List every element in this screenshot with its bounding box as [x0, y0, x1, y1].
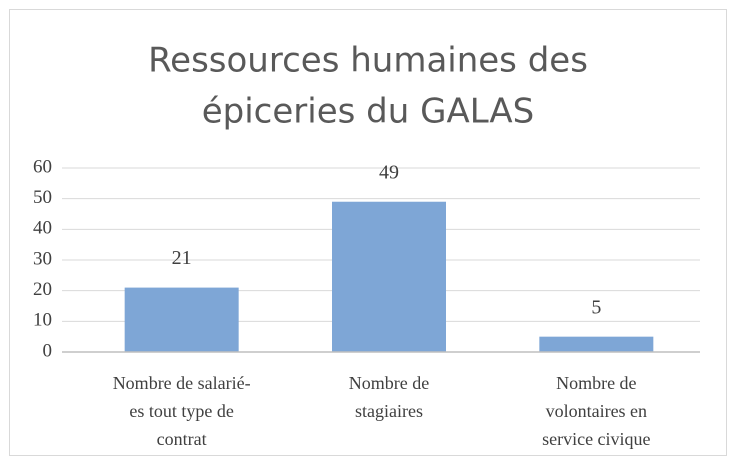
x-tick-label: Nombre de salarié-	[113, 373, 251, 393]
x-tick-label: contrat	[157, 429, 207, 449]
y-tick-label: 40	[33, 218, 52, 239]
y-tick-label: 20	[33, 279, 52, 300]
bar	[332, 201, 446, 352]
chart-title: épiceries du GALAS	[202, 92, 535, 132]
y-tick-label: 50	[33, 187, 52, 208]
bar	[539, 336, 654, 352]
data-label: 49	[379, 161, 399, 183]
y-tick-label: 10	[33, 310, 52, 331]
x-tick-label: es tout type de	[129, 401, 233, 421]
bar	[124, 287, 239, 352]
y-tick-label: 60	[33, 156, 52, 177]
y-tick-label: 30	[33, 248, 52, 269]
x-tick-label: volontaires en	[546, 401, 647, 421]
x-tick-label: Nombre de	[349, 373, 429, 393]
x-tick-label: service civique	[542, 429, 650, 449]
data-label: 21	[172, 247, 192, 269]
data-label: 5	[591, 296, 601, 318]
chart-title: Ressources humaines des	[148, 41, 588, 81]
y-tick-label: 0	[43, 340, 53, 361]
x-tick-label: stagiaires	[355, 401, 423, 421]
x-tick-label: Nombre de	[556, 373, 636, 393]
